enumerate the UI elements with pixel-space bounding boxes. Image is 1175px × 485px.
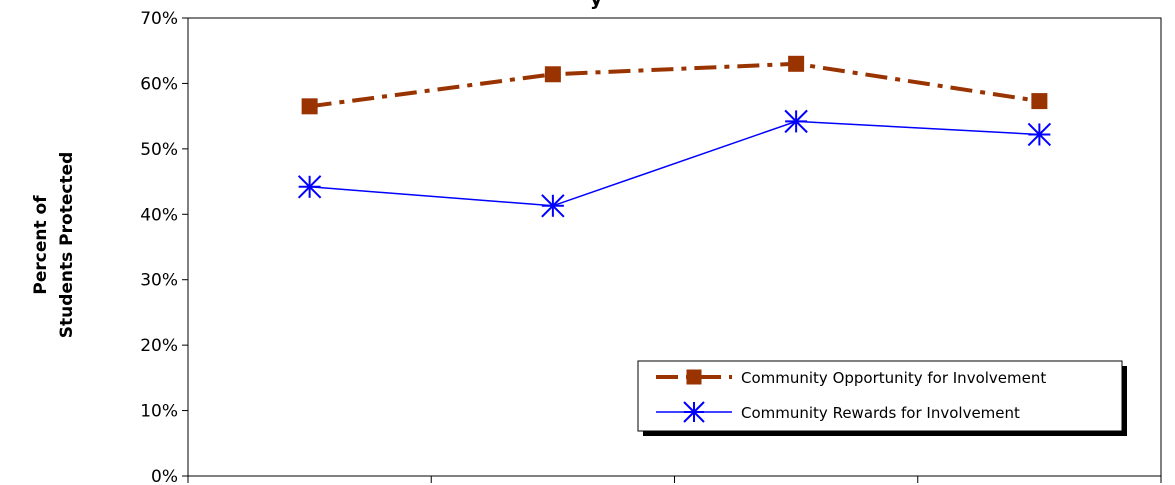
y-axis-label-line1: Percent of — [31, 195, 51, 295]
asterisk-marker — [784, 109, 808, 134]
legend-item: Community Rewards for Involvement — [656, 401, 1020, 423]
square-marker — [301, 98, 318, 115]
series-1 — [301, 55, 1048, 115]
y-axis: 0% 10% 20% 30% 40% 50% 60% 70% — [140, 9, 188, 485]
square-marker — [1031, 93, 1048, 110]
y-tick-label: 10% — [140, 402, 178, 422]
series-2 — [297, 109, 1052, 218]
series-line — [309, 120, 1040, 207]
y-axis-label-line2: Students Protected — [57, 152, 77, 339]
square-marker — [544, 66, 561, 83]
y-axis-label: Percent of Students Protected — [31, 152, 77, 339]
y-tick-label: 30% — [140, 271, 178, 291]
series-layer — [297, 55, 1052, 218]
legend: Community Opportunity for Involvement Com… — [637, 360, 1127, 436]
square-marker — [788, 55, 805, 72]
y-tick-label: 0% — [151, 467, 178, 485]
y-tick-label: 20% — [140, 336, 178, 356]
y-tick-label: 70% — [140, 9, 178, 29]
legend-item: Community Opportunity for Involvement — [656, 369, 1046, 387]
asterisk-marker — [297, 175, 322, 199]
y-tick-label: 50% — [140, 140, 178, 160]
square-marker — [686, 369, 702, 385]
chart-title-fragment: y — [590, 0, 603, 10]
asterisk-marker — [541, 194, 565, 218]
asterisk-marker — [683, 401, 705, 423]
asterisk-marker — [1027, 122, 1052, 147]
y-tick-label: 40% — [140, 205, 178, 225]
series-line — [309, 61, 1040, 109]
y-tick-label: 60% — [140, 74, 178, 94]
legend-label: Community Rewards for Involvement — [741, 404, 1020, 422]
legend-box — [637, 360, 1123, 432]
legend-label: Community Opportunity for Involvement — [741, 369, 1046, 387]
x-axis — [187, 476, 1162, 483]
